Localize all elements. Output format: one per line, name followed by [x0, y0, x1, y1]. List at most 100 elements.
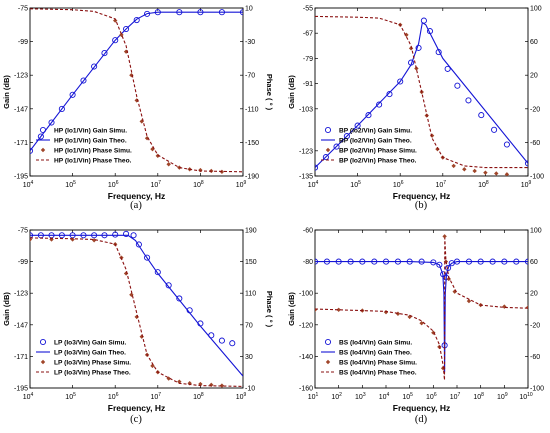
gain-simu-point	[376, 101, 383, 108]
x-tick-label: 106	[108, 180, 119, 189]
x-tick-label: 104	[23, 180, 34, 189]
y-left-tick-label: -123	[299, 148, 313, 155]
gain-simu-point	[448, 260, 455, 267]
gain-simu-point	[112, 37, 119, 44]
phase-simu-point	[442, 234, 447, 239]
y-left-tick-label: -100	[299, 291, 313, 298]
y-right-tick-label: -20	[530, 322, 540, 329]
x-tick-label: 102	[331, 392, 342, 401]
y-left-tick-label: -80	[303, 259, 313, 266]
y-right-tick-label: -190	[245, 174, 259, 181]
y-left-tick-label: -91	[303, 81, 313, 88]
plot-frame	[314, 229, 529, 389]
series-red-dashed-line	[315, 15, 528, 169]
legend-swatch-phase-simu	[40, 359, 46, 365]
y-right-tick-label: 60	[530, 259, 538, 266]
y-left-tick-label: -171	[14, 140, 28, 147]
phase-simu-point	[177, 379, 182, 384]
gain-simu-point	[229, 340, 236, 347]
y-right-tick-label: 150	[245, 259, 257, 266]
phase-simu-point	[419, 321, 424, 326]
legend-label: BS (Io4/Vin) Phase Theo.	[339, 369, 417, 376]
panel-caption: (d)	[415, 414, 428, 425]
gain-simu-point	[478, 112, 485, 119]
gain-simu-point	[123, 25, 130, 33]
gain-simu-point	[123, 230, 130, 237]
gain-simu-point	[30, 147, 34, 154]
legend-swatch-gain-simu	[39, 338, 47, 346]
gain-simu-point	[365, 112, 372, 119]
y-left-axis-label: Gain (dB)	[287, 75, 296, 109]
phase-simu-point	[408, 46, 414, 51]
y-right-tick-label: 10	[245, 6, 253, 13]
panel-caption: (b)	[415, 200, 428, 211]
gain-simu-point	[130, 232, 137, 239]
x-tick-label: 106	[393, 180, 404, 189]
legend-label: BS (Io4/Vin) Phase Simu.	[339, 359, 417, 366]
legend-swatch-gain-simu	[39, 126, 47, 134]
series-red-dashed-line	[30, 237, 243, 387]
y-left-tick-label: -140	[299, 354, 313, 361]
y-left-tick-label: -99	[18, 39, 28, 46]
legend-swatch-phase-simu	[325, 359, 331, 365]
gain-simu-point	[58, 105, 65, 112]
x-axis-label: Frequency, Hz	[393, 191, 450, 201]
x-tick-label: 106	[426, 392, 437, 401]
y-left-axis-label: Gain (dB)	[287, 292, 296, 326]
series-blue-solid-line	[30, 234, 243, 377]
x-tick-label: 101	[308, 392, 319, 401]
x-axis-label: Frequency, Hz	[108, 403, 165, 413]
phase-simu-point	[91, 238, 97, 243]
y-right-tick-label: -60	[530, 140, 540, 147]
x-axis-label: Frequency, Hz	[108, 191, 165, 201]
panel-caption: (a)	[130, 200, 142, 211]
phase-simu-point	[451, 163, 456, 169]
x-tick-label: 105	[65, 392, 76, 401]
phase-simu-point	[466, 298, 472, 304]
phase-simu-point	[472, 168, 477, 174]
x-tick-label: 107	[151, 392, 162, 401]
gain-simu-point	[218, 337, 225, 344]
y-right-tick-label: -100	[530, 174, 544, 181]
gain-simu-point	[397, 78, 404, 85]
plot-frame	[29, 7, 244, 177]
gain-simu-point	[436, 261, 443, 268]
phase-simu-point	[336, 307, 341, 312]
phase-simu-point	[134, 98, 139, 103]
chart-bp: 104 105 106 107 108 109 -55 -67 -79 -91 -103 -123 -1…	[287, 6, 544, 212]
legend-label: BP (Io2/Vin) Phase Theo.	[339, 157, 417, 164]
y-left-tick-label: -195	[14, 174, 28, 181]
phase-simu-point	[504, 172, 510, 176]
legend-label: HP (Io1/Vin) Phase Simu.	[54, 147, 132, 154]
chart-hp: 104 105 106 107 108 109 -75 -99 -123 -147 -171 -195…	[2, 6, 274, 212]
phase-simu-point	[123, 49, 129, 54]
y-left-tick-label: -147	[14, 106, 28, 113]
y-left-tick-label: -60	[303, 228, 313, 235]
legend-label: LP (Io3/Vin) Gain Theo.	[54, 349, 126, 356]
x-tick-label: 105	[350, 180, 361, 189]
gain-simu-point	[491, 126, 498, 133]
legend-label: BS (Io4/Vin) Gain Simu.	[339, 339, 412, 346]
y-left-tick-label: -171	[14, 354, 28, 361]
x-tick-label: 108	[193, 392, 204, 401]
y-left-tick-label: -67	[303, 31, 313, 38]
y-right-tick-label: 190	[245, 228, 257, 235]
phase-simu-point	[446, 276, 451, 282]
phase-simu-point	[219, 383, 225, 388]
legend-swatch-gain-simu	[324, 126, 332, 134]
y-left-tick-label: -55	[303, 6, 313, 13]
phase-simu-point	[462, 167, 467, 172]
phase-simu-point	[166, 162, 171, 167]
x-tick-label: 107	[436, 180, 447, 189]
x-tick-label: 105	[402, 392, 413, 401]
gain-simu-point	[112, 231, 119, 238]
gain-simu-point	[454, 82, 461, 89]
gain-simu-point	[154, 269, 161, 276]
y-left-tick-label: -75	[18, 6, 28, 13]
y-left-tick-label: -99	[18, 259, 28, 266]
legend-label: BP (Io2/Vin) Gain Simu.	[339, 127, 412, 134]
x-axis-label: Frequency, Hz	[393, 403, 450, 413]
legend-label: LP (Io3/Vin) Gain Simu.	[54, 339, 126, 346]
legend-label: LP (Io3/Vin) Phase Simu.	[54, 359, 131, 366]
y-right-tick-label: -60	[530, 354, 540, 361]
